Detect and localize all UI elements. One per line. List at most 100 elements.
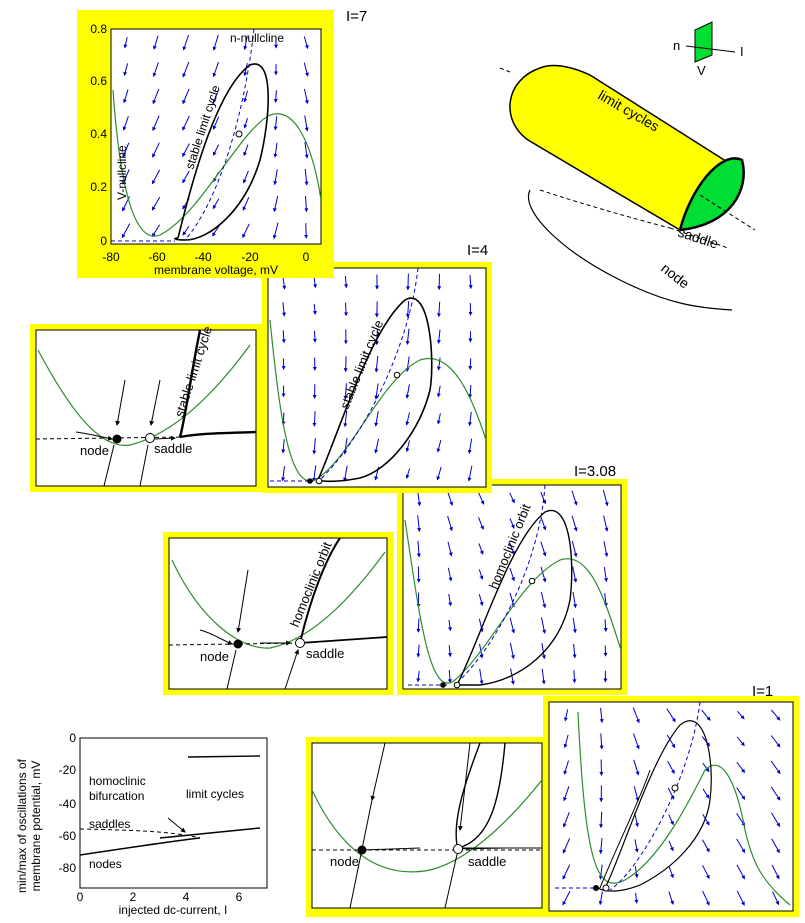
vector-arrow — [634, 892, 639, 904]
vector-arrow — [343, 383, 348, 400]
vector-arrow — [603, 515, 609, 532]
x-ticks-bif: 0 2 4 6 — [77, 890, 243, 904]
vector-arrow — [303, 36, 309, 50]
panel-label-i308: I=3.08 — [574, 463, 616, 480]
panel-i308: homoclinic orbit I=3.08 — [397, 463, 627, 695]
svg-text:4: 4 — [183, 890, 190, 904]
vector-arrow — [572, 617, 577, 634]
vector-arrow — [770, 760, 781, 775]
vector-arrow — [702, 839, 710, 853]
axis-n-label: n — [673, 38, 680, 53]
vector-arrow — [540, 566, 547, 583]
x-ticks-i7: -80 -60 -40 -20 0 — [102, 250, 309, 264]
vector-arrow — [702, 864, 710, 880]
vector-arrow — [405, 412, 410, 426]
vector-arrow — [771, 709, 781, 721]
nodes-curve — [79, 837, 201, 856]
vector-arrow — [562, 838, 571, 854]
v-nullcline-i7 — [112, 89, 321, 237]
vector-arrow — [405, 440, 411, 453]
vector-arrow — [468, 274, 473, 290]
vector-arrow — [602, 489, 609, 507]
vector-arrow — [436, 329, 441, 344]
vector-arrow — [540, 591, 547, 609]
vector-arrow — [702, 788, 710, 799]
vector-arrow — [344, 275, 349, 289]
svg-text:0: 0 — [77, 890, 84, 904]
vector-arrow — [447, 620, 452, 632]
vector-arrow — [304, 195, 309, 213]
vector-arrow — [509, 567, 515, 582]
vector-arrow — [273, 90, 278, 103]
vector-arrow — [572, 643, 577, 659]
vector-arrow — [509, 617, 516, 634]
vector-arrow — [468, 411, 472, 427]
vector-arrow — [312, 465, 317, 482]
vector-arrow — [281, 466, 286, 482]
vector-arrow — [152, 88, 160, 105]
vector-arrow — [281, 330, 286, 344]
node-curve — [527, 189, 733, 311]
node-label-inset-i308: node — [200, 649, 229, 664]
vector-arrow — [509, 542, 515, 556]
vector-arrow — [541, 668, 546, 685]
vector-arrow — [212, 61, 219, 78]
vector-arrow — [667, 761, 675, 775]
panel-label-i7: I=7 — [346, 8, 367, 25]
vector-arrow — [668, 814, 674, 826]
vector-arrow — [634, 839, 639, 853]
vector-arrow — [405, 328, 410, 345]
vector-arrow — [736, 838, 746, 854]
vector-arrow — [243, 118, 248, 129]
svg-text:-40: -40 — [59, 797, 77, 811]
node-label-inset-i4: node — [80, 443, 109, 458]
vector-arrow — [479, 668, 484, 685]
vector-arrow — [272, 222, 279, 240]
vector-arrow — [770, 786, 781, 801]
vector-arrow — [303, 62, 309, 77]
vector-arrow — [478, 618, 484, 633]
vector-arrow — [304, 88, 309, 105]
vector-arrow — [304, 168, 309, 186]
panel-i4: stable limit cycle I=4 — [262, 242, 492, 493]
vector-arrow — [436, 357, 441, 371]
vector-arrow — [304, 141, 309, 159]
axes-icon — [685, 21, 736, 63]
vector-arrow — [436, 439, 442, 453]
node-label-inset-i1: node — [330, 854, 359, 869]
svg-text:-80: -80 — [59, 861, 77, 875]
vector-field-i1 — [562, 707, 781, 906]
vector-arrow — [509, 642, 515, 660]
vector-arrow — [243, 90, 248, 103]
limit-cycle-max-curve — [187, 755, 261, 758]
nodes-label-bif: nodes — [89, 857, 122, 871]
svg-text:-60: -60 — [59, 829, 77, 843]
limit-cycles-label-bif: limit cycles — [186, 787, 244, 801]
vector-arrow — [771, 864, 780, 880]
inset-i4: node saddle stable limit cycle — [30, 324, 262, 492]
vector-arrow — [509, 492, 515, 504]
vector-arrow — [182, 170, 190, 184]
vector-arrow — [273, 142, 278, 158]
vector-arrow — [562, 890, 571, 906]
saddle-point-inset-i1 — [453, 844, 463, 854]
vector-arrow — [123, 89, 129, 104]
vector-arrow — [243, 35, 248, 51]
vector-arrow — [212, 198, 220, 210]
vector-arrow — [182, 225, 190, 236]
svg-text:-80: -80 — [102, 250, 120, 264]
vector-arrow — [478, 543, 484, 555]
vector-arrow — [770, 735, 781, 748]
svg-text:0.4: 0.4 — [90, 127, 107, 141]
vector-arrow — [540, 491, 547, 505]
vector-arrow — [374, 411, 379, 427]
vector-arrow — [343, 356, 348, 373]
vector-arrow — [509, 592, 516, 608]
vector-arrow — [416, 566, 421, 583]
vector-arrow — [122, 142, 130, 158]
vector-arrow — [405, 384, 410, 399]
vector-arrow — [467, 465, 473, 482]
vector-arrow — [312, 330, 317, 343]
vector-arrow — [478, 569, 484, 580]
